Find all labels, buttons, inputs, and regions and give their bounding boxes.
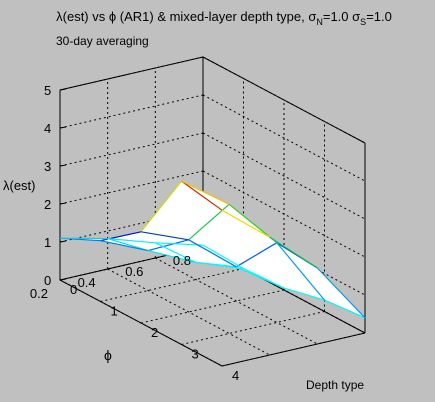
z-axis-label: λ(est) <box>3 178 36 193</box>
surface-cell <box>181 181 270 238</box>
z-tick-label: 4 <box>44 121 51 136</box>
surface-mesh-line <box>316 267 366 319</box>
x-tick-label: 2 <box>151 325 158 340</box>
surface-cell <box>148 239 237 267</box>
surface-mesh-line <box>276 242 325 301</box>
surface-mesh-line <box>140 180 182 233</box>
x-tick-label: 1 <box>111 304 118 319</box>
chart-subtitle: 30-day averaging <box>56 34 149 48</box>
surface-mesh-line <box>100 231 142 242</box>
y-tick-label: 0.6 <box>125 264 143 279</box>
surface-mesh-line <box>269 236 318 269</box>
axis-box-edge <box>202 56 366 144</box>
surface <box>59 180 366 319</box>
z-tick-label: 2 <box>44 197 51 212</box>
floor-grid-line <box>107 268 270 356</box>
floor-grid-line <box>155 257 318 345</box>
z-tick-mark <box>59 126 67 129</box>
z-tick-label: 5 <box>44 83 51 98</box>
surface-mesh-line <box>181 180 230 205</box>
surface-cell <box>276 242 365 318</box>
z-tick-label: 3 <box>44 159 51 174</box>
axis-box-edge <box>59 56 204 91</box>
surface-mesh-line <box>283 287 325 301</box>
z-tick-mark <box>59 240 67 243</box>
y-tick-label: 0.4 <box>78 275 96 290</box>
x-axis-label: Depth type <box>306 378 364 392</box>
z-tick-mark <box>59 88 67 91</box>
surface-mesh-line <box>140 231 189 241</box>
surface-cell <box>188 204 277 267</box>
z-tick-mark <box>59 278 67 281</box>
axis-box-edge <box>221 332 366 367</box>
surface-mesh-line <box>148 250 196 263</box>
surface-mesh-line <box>107 238 156 244</box>
surface-mesh-line <box>155 242 204 246</box>
surface-mesh-line <box>236 266 285 289</box>
surface-mesh-line <box>236 242 278 268</box>
surface-mesh-line <box>148 239 189 252</box>
z-tick-mark <box>59 202 67 205</box>
surface-mesh-line <box>100 240 149 252</box>
z-tick-mark <box>59 164 67 167</box>
surface-mesh-line <box>195 261 244 270</box>
chart-title: λ(est) vs ϕ (AR1) & mixed-layer depth ty… <box>56 9 392 27</box>
surface-mesh-line <box>324 299 366 319</box>
surface-mesh-line <box>181 180 223 211</box>
x-tick-label: 4 <box>232 368 239 383</box>
surface-mesh-line <box>188 239 237 268</box>
surface-mesh-line <box>155 242 197 263</box>
surface-cell <box>236 242 325 301</box>
z-tick-label: 0 <box>44 273 51 288</box>
z-tick-label: 1 <box>44 235 51 250</box>
y-axis-label: ϕ <box>104 347 112 363</box>
back-wall-grid-line <box>202 132 366 220</box>
y-tick-label: 0.2 <box>30 286 48 301</box>
x-tick-label: 3 <box>192 347 199 362</box>
tick-labels: 0 1 2 3 4 5 0.2 0.4 0.6 0.8 0 1 2 3 4 <box>30 83 239 383</box>
axis-box-edge <box>59 279 223 367</box>
surface-mesh-line <box>202 244 244 270</box>
surface-mesh-line <box>221 209 270 238</box>
x-tick-label: 0 <box>70 282 77 297</box>
y-tick-label: 0.8 <box>173 253 191 268</box>
